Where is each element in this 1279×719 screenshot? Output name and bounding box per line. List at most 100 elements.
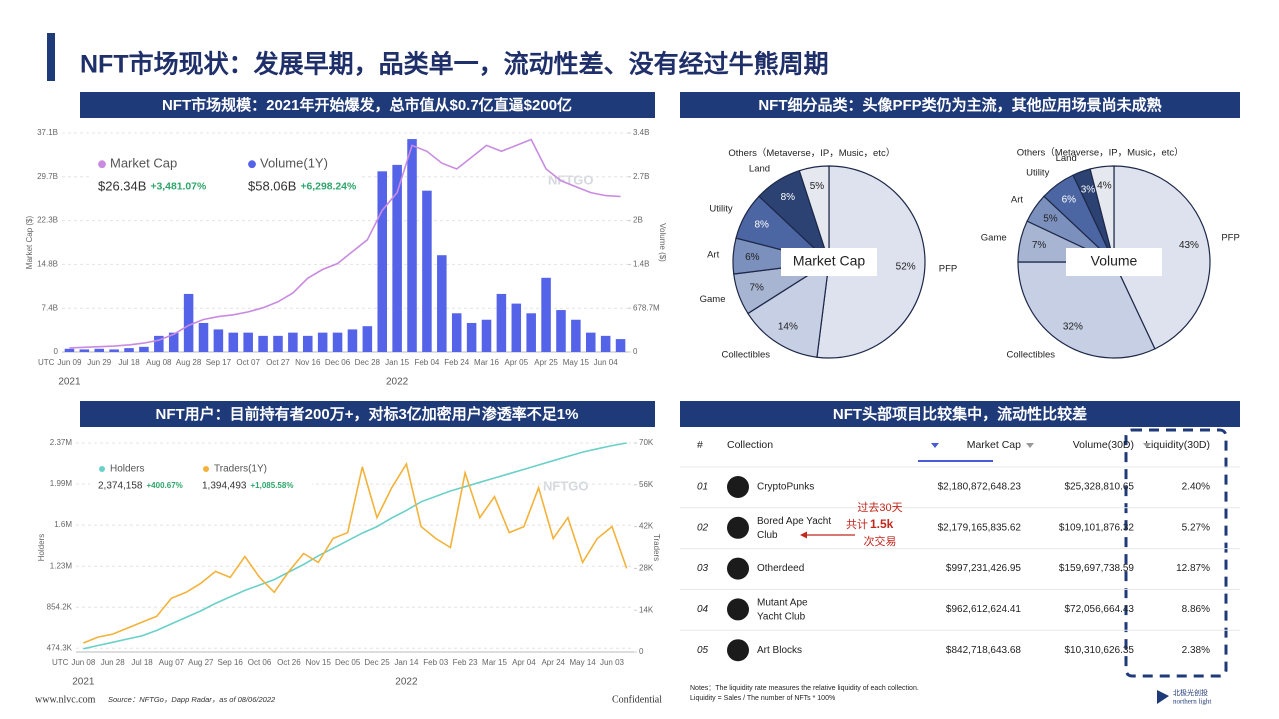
pie-value-label: 14%: [778, 321, 798, 332]
y-tick-label: 1.6M: [54, 520, 72, 529]
x-tick-label: Jun 08: [71, 658, 96, 667]
header-bar: [80, 401, 655, 427]
table-cell: 5.27%: [1182, 522, 1210, 533]
column-header: Collection: [727, 439, 773, 451]
bar: [198, 322, 209, 352]
table-cell: $2,180,872,648.23: [938, 482, 1022, 493]
rank: 02: [697, 522, 709, 533]
y2-tick-label: 1.4B: [633, 260, 649, 269]
legend-box: [90, 148, 362, 202]
y-tick-label: 29.7B: [37, 172, 58, 181]
y2-axis-title: Traders: [652, 534, 661, 561]
x-tick-label: Sep 16: [218, 658, 244, 667]
bar: [168, 332, 179, 352]
bar: [362, 326, 373, 352]
x-tick-label: Dec 05: [335, 658, 361, 667]
table-cell: 2.38%: [1182, 645, 1210, 656]
bar: [556, 310, 566, 352]
y2-tick-label: 678.7M: [633, 303, 660, 312]
pie-value-label: 5%: [1043, 213, 1058, 224]
x-tick-label: Oct 07: [236, 358, 260, 367]
year-label: 2022: [386, 377, 409, 388]
x-tick-label: May 14: [569, 658, 596, 667]
annotation-arrowhead: [800, 531, 807, 539]
footer-source: Source：NFTGo，Dapp Radar，as of 08/06/2022: [108, 695, 276, 704]
collection-name: Art Blocks: [757, 645, 802, 656]
y2-tick-label: 3.4B: [633, 128, 649, 137]
collection-icon: [727, 476, 749, 498]
year-label: 2022: [395, 677, 418, 688]
bar: [526, 313, 536, 352]
bar: [600, 335, 611, 352]
logo-mark: [1157, 690, 1169, 704]
sort-icon: [931, 443, 939, 448]
title-accent: [47, 33, 55, 81]
legend-change: +1,085.58%: [251, 481, 294, 490]
annotation: 次交易: [864, 534, 897, 548]
pie-slice: [1017, 261, 1156, 359]
x-tick-label: Feb 23: [453, 658, 478, 667]
legend-swatch: [99, 466, 105, 472]
x-tick-label: May 15: [563, 358, 590, 367]
y-tick-label: 854.2K: [47, 602, 73, 611]
legend-name: Holders: [110, 464, 144, 475]
bar: [79, 349, 90, 352]
y2-tick-label: 70K: [639, 438, 654, 447]
table-cell: $962,612,624.41: [946, 604, 1022, 615]
line: [69, 138, 621, 349]
legend-name: Market Cap: [110, 156, 177, 171]
x-tick-label: Jun 28: [101, 658, 126, 667]
collection-name: Mutant Ape Yacht Club: [757, 597, 808, 622]
line: [83, 442, 627, 650]
pie-slice: [747, 260, 830, 358]
footer-site: www.nlvc.com: [35, 694, 96, 705]
table-cell: $842,718,643.68: [946, 645, 1022, 656]
y-tick-label: 1.23M: [50, 561, 73, 570]
x-tick-label: Jul 18: [118, 358, 140, 367]
sort-icon: [1026, 443, 1034, 448]
y2-tick-label: 0: [633, 347, 638, 356]
pie-value-label: 52%: [896, 261, 916, 272]
y2-tick-label: 56K: [639, 480, 654, 489]
bar: [466, 322, 477, 352]
x-tick-label: Apr 05: [505, 358, 529, 367]
y2-tick-label: 28K: [639, 564, 654, 573]
legend-latest: 2,374,158: [98, 480, 143, 491]
x-tick-label: Feb 04: [414, 358, 439, 367]
table-note: Notes：The liquidity rate measures the re…: [690, 685, 919, 692]
annotation: 过去30天: [857, 501, 902, 514]
bar: [511, 303, 522, 352]
table-cell: $2,179,165,835.62: [938, 522, 1022, 533]
pie-value-label: 4%: [1097, 180, 1112, 191]
bar: [273, 335, 283, 352]
x-tick-label: Oct 06: [248, 658, 272, 667]
x-tick-label: Mar 16: [474, 358, 499, 367]
bar: [585, 332, 596, 352]
sort-icon: [1143, 443, 1151, 448]
timezone: UTC: [38, 358, 55, 367]
pie-category-label: PFP: [1221, 233, 1239, 244]
y2-tick-label: 42K: [639, 522, 654, 531]
panel-header: NFT市场规模：2021年开始爆发，总市值从$0.7亿直逼$200亿: [162, 96, 572, 114]
x-tick-label: Nov 15: [306, 658, 332, 667]
bar: [109, 349, 119, 352]
x-tick-label: Oct 27: [266, 358, 290, 367]
pie-center-box: [1066, 248, 1162, 276]
x-tick-label: Dec 06: [325, 358, 351, 367]
x-tick-label: Jan 14: [394, 658, 419, 667]
watermark: NFTGO: [548, 172, 594, 187]
pie-category-label: Utility: [709, 204, 732, 215]
table-note: Liquidity = Sales / The number of NFTs *…: [690, 695, 835, 702]
x-tick-label: Oct 26: [277, 658, 301, 667]
legend-change: +6,298.24%: [300, 182, 356, 193]
bar: [243, 332, 253, 352]
bar: [437, 255, 447, 352]
bar: [541, 277, 551, 352]
legend-change: +3,481.07%: [150, 182, 206, 193]
table-cell: 8.86%: [1182, 604, 1210, 615]
pie-category-label: Collectibles: [721, 349, 770, 360]
y-tick-label: 2.37M: [50, 438, 73, 447]
x-tick-label: Apr 25: [534, 358, 558, 367]
header-bar: [80, 92, 655, 118]
footer-confidential: Confidential: [612, 694, 662, 705]
